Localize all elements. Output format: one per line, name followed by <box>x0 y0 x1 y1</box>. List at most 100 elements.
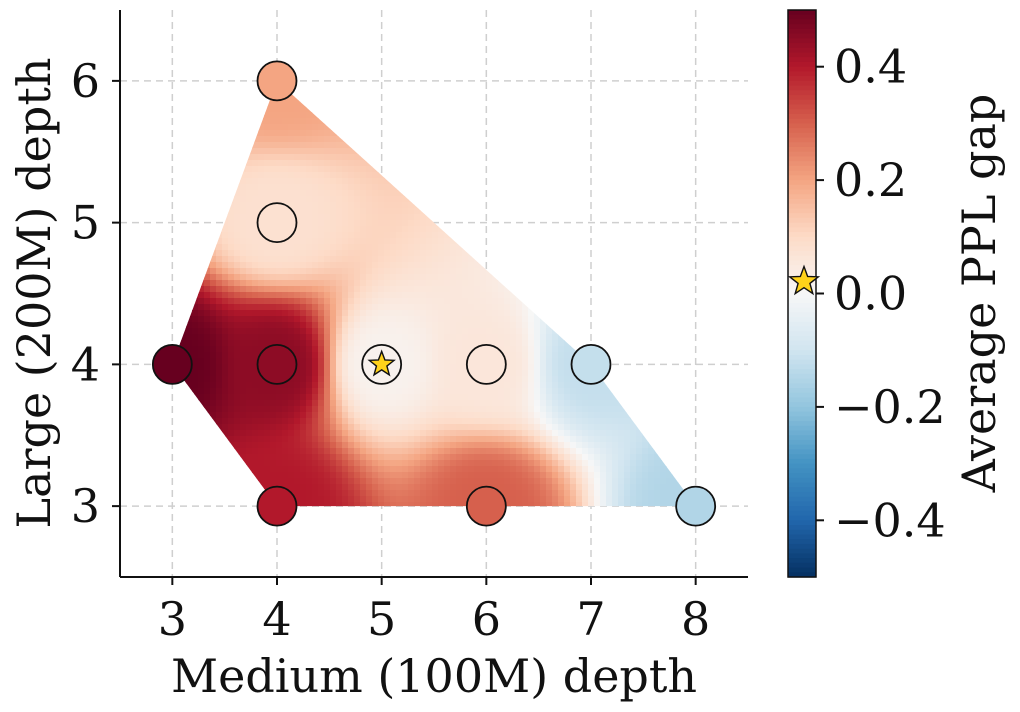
heat-cell <box>402 514 409 521</box>
heat-cell <box>402 388 409 395</box>
heat-cell <box>180 400 187 407</box>
heat-cell <box>258 280 265 287</box>
heat-cell <box>258 118 265 125</box>
heat-cell <box>354 142 361 149</box>
heat-cell <box>402 136 409 143</box>
heat-cell <box>318 394 325 401</box>
heat-cell <box>162 70 169 77</box>
heat-cell <box>204 40 211 47</box>
heat-cell <box>318 316 325 323</box>
heat-cell <box>330 70 337 77</box>
heat-cell <box>414 496 421 503</box>
heat-cell <box>264 238 271 245</box>
heat-cell <box>192 532 199 539</box>
heat-cell <box>198 34 205 41</box>
heat-cell <box>288 400 295 407</box>
heat-cell <box>270 16 277 23</box>
heat-cell <box>126 160 133 167</box>
heat-cell <box>198 124 205 131</box>
heat-cell <box>300 520 307 527</box>
heat-cell <box>294 364 301 371</box>
heat-cell <box>342 274 349 281</box>
heat-cell <box>300 460 307 467</box>
heat-cell <box>216 538 223 545</box>
heat-cell <box>360 190 367 197</box>
heat-cell <box>198 502 205 507</box>
heat-cell <box>240 424 247 431</box>
heat-cell <box>408 250 415 257</box>
heat-cell <box>396 100 403 107</box>
heat-cell <box>216 256 223 263</box>
heat-cell <box>132 94 139 101</box>
heat-cell <box>144 328 151 335</box>
heat-cell <box>408 310 415 317</box>
heat-cell <box>372 280 379 287</box>
heat-cell <box>156 286 163 293</box>
heat-cell <box>312 472 319 479</box>
heat-cell <box>252 190 259 197</box>
heat-cell <box>384 472 391 479</box>
heat-cell <box>174 322 181 329</box>
heat-cell <box>172 154 175 161</box>
heat-cell <box>234 286 241 293</box>
heat-cell <box>156 40 163 47</box>
heat-cell <box>252 280 259 287</box>
heat-cell <box>420 262 427 269</box>
heat-cell <box>354 112 361 119</box>
heat-cell <box>348 304 355 311</box>
heat-cell <box>324 364 331 371</box>
heat-cell <box>186 406 193 413</box>
heat-cell <box>354 16 361 23</box>
heat-cell <box>222 460 229 467</box>
heat-cell <box>270 130 277 137</box>
heat-cell <box>198 304 205 311</box>
heat-cell <box>216 568 223 575</box>
heat-cell <box>306 322 313 329</box>
heat-cell <box>390 148 397 155</box>
heat-cell <box>336 52 343 59</box>
heat-cell <box>408 190 415 197</box>
heat-cell <box>426 16 433 23</box>
heat-cell <box>408 82 415 89</box>
heat-cell <box>348 274 355 281</box>
heat-cell <box>192 160 199 167</box>
heat-cell <box>396 316 403 323</box>
heat-cell <box>306 268 313 275</box>
heat-cell <box>228 232 235 239</box>
heat-cell <box>132 496 139 503</box>
heat-cell <box>186 52 193 59</box>
heat-cell <box>162 148 169 155</box>
heat-cell <box>354 106 361 113</box>
heat-cell <box>204 82 211 89</box>
heat-cell <box>276 256 283 263</box>
heat-cell <box>390 322 397 329</box>
heat-cell <box>420 556 427 563</box>
heat-cell <box>366 322 373 329</box>
heat-cell <box>144 118 151 125</box>
heat-cell <box>138 334 145 341</box>
heat-cell <box>312 406 319 413</box>
heat-cell <box>324 238 331 245</box>
heat-cell <box>126 526 133 533</box>
heat-cell <box>258 526 265 533</box>
heat-cell <box>312 178 319 185</box>
heat-cell <box>342 346 349 353</box>
heat-cell <box>186 94 193 101</box>
heat-cell <box>384 22 391 29</box>
heat-cell <box>348 382 355 389</box>
heat-cell <box>414 10 421 17</box>
heat-cell <box>216 508 223 515</box>
heat-cell <box>162 334 169 341</box>
heat-cell <box>420 364 427 371</box>
heat-cell <box>264 526 271 533</box>
heat-cell <box>282 166 289 173</box>
heat-cell <box>258 130 265 137</box>
heat-cell <box>402 214 409 221</box>
heat-cell <box>282 334 289 341</box>
heat-cell <box>240 484 247 491</box>
heat-cell <box>330 112 337 119</box>
heat-cell <box>234 268 241 275</box>
heat-cell <box>318 388 325 395</box>
heat-cell <box>204 514 211 521</box>
heat-cell <box>174 514 181 521</box>
